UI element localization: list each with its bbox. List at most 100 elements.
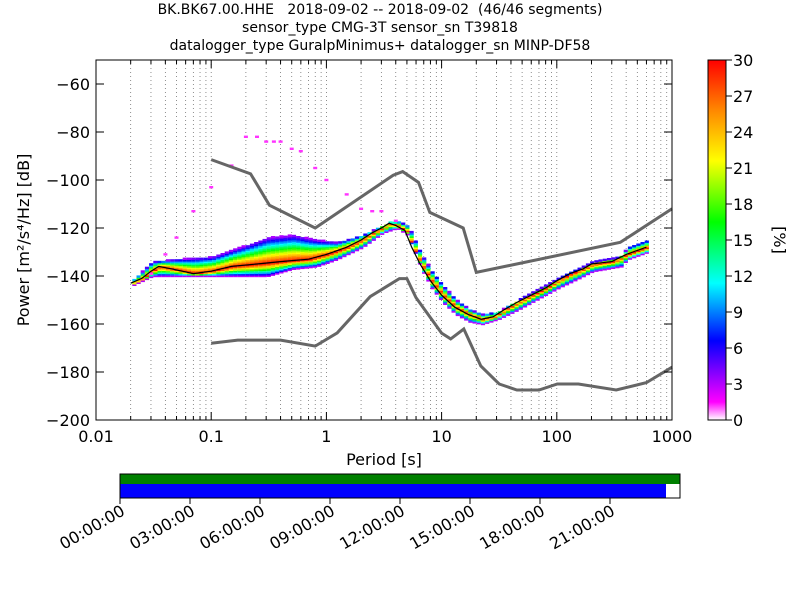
psd-cell — [615, 264, 620, 267]
psd-cell — [468, 312, 473, 315]
psd-cell — [329, 244, 334, 247]
psd-cell — [581, 268, 586, 271]
psd-cell — [216, 267, 221, 270]
psd-cell — [346, 238, 351, 242]
psd-cell — [317, 250, 322, 253]
psd-cell — [245, 270, 250, 273]
psd-cell — [518, 301, 523, 304]
psd-cell — [262, 253, 267, 256]
psd-cell — [438, 289, 444, 293]
psd-cell — [287, 246, 292, 250]
psd-cell — [359, 240, 364, 244]
psd-cell — [333, 244, 339, 247]
psd-cell — [569, 281, 574, 284]
psd-cell — [275, 244, 280, 247]
psd-cell — [275, 238, 280, 241]
psd-cell — [296, 240, 301, 243]
psd-cell — [291, 267, 297, 270]
psd-cell — [317, 239, 322, 242]
psd-cell — [413, 251, 418, 254]
psd-cell — [283, 245, 288, 248]
psd-cell — [560, 284, 565, 288]
psd-cell — [287, 245, 292, 248]
psd-cell — [266, 268, 271, 271]
psd-cell — [241, 271, 246, 275]
psd-cell — [493, 312, 498, 316]
psd-cell — [296, 236, 301, 239]
psd-cell — [300, 241, 305, 245]
psd-cell — [165, 262, 171, 265]
psd-cell — [401, 225, 406, 228]
psd-cell — [392, 221, 397, 224]
psd-cell — [291, 261, 297, 264]
psd-cell — [279, 247, 284, 251]
plot-area — [96, 60, 672, 420]
psd-cell — [304, 263, 309, 266]
psd-cell — [186, 267, 192, 270]
psd-cell — [325, 253, 330, 257]
psd-cell — [245, 273, 250, 276]
psd-cell — [195, 274, 200, 278]
psd-cell — [174, 271, 179, 275]
psd-cell — [291, 239, 297, 242]
psd-cell — [245, 245, 250, 248]
psd-cell — [249, 248, 255, 251]
psd-cell — [165, 271, 171, 275]
psd-cell — [300, 263, 305, 266]
psd-cell — [346, 252, 351, 256]
outlier-cell — [344, 193, 349, 196]
psd-cell — [590, 270, 595, 274]
psd-cell — [443, 296, 448, 299]
psd-cell — [321, 258, 326, 261]
psd-cell — [430, 286, 435, 290]
psd-cell — [346, 248, 351, 251]
psd-cell — [317, 264, 322, 267]
psd-cell — [233, 249, 238, 253]
psd-cell — [392, 223, 397, 226]
y-tick-label: −80 — [56, 123, 90, 142]
colorbar-tick-label: 0 — [733, 411, 743, 430]
psd-cell — [455, 312, 460, 315]
psd-cell — [569, 274, 574, 278]
psd-cell — [283, 241, 288, 245]
psd-cell — [207, 271, 213, 275]
psd-cell — [308, 259, 313, 262]
psd-cell — [354, 248, 360, 252]
psd-cell — [447, 293, 452, 297]
psd-cell — [531, 300, 536, 303]
psd-cell — [199, 270, 204, 273]
psd-cell — [497, 314, 502, 317]
psd-cell — [254, 273, 259, 276]
psd-cell — [552, 286, 557, 289]
psd-cell — [199, 267, 204, 270]
psd-cell — [535, 288, 540, 292]
psd-cell — [485, 315, 490, 318]
psd-cell — [611, 260, 616, 263]
psd-cell — [636, 251, 641, 254]
psd-cell — [241, 262, 246, 265]
psd-cell — [254, 265, 259, 268]
outlier-cell — [149, 272, 153, 275]
psd-cell — [199, 259, 204, 262]
psd-cell — [296, 260, 301, 264]
psd-cell — [170, 270, 175, 273]
psd-cell — [237, 268, 242, 271]
psd-cell — [262, 249, 267, 253]
outlier-cell — [243, 135, 248, 138]
psd-cell — [375, 235, 381, 238]
psd-cell — [287, 254, 292, 258]
psd-cell — [497, 315, 502, 319]
psd-cell — [161, 270, 166, 273]
psd-cell — [392, 227, 397, 231]
psd-cell — [287, 248, 292, 251]
psd-cell — [287, 257, 292, 261]
psd-cell — [321, 245, 326, 249]
psd-cell — [212, 273, 217, 276]
psd-cell — [224, 253, 229, 256]
psd-cell — [249, 249, 255, 253]
psd-cell — [317, 258, 322, 261]
psd-cell — [636, 245, 641, 248]
psd-cell — [275, 245, 280, 249]
psd-cell — [409, 237, 414, 240]
psd-cell — [300, 266, 305, 270]
